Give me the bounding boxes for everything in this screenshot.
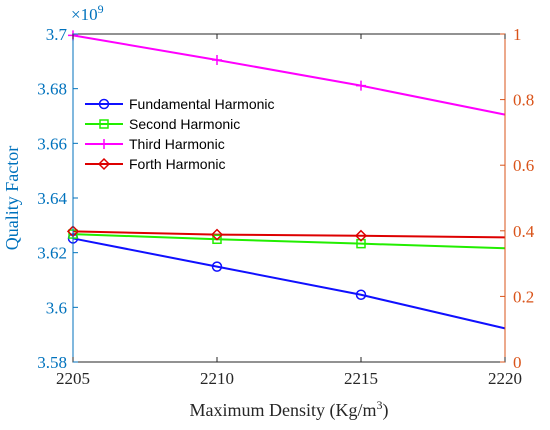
series-line-fundamental-harmonic — [72, 237, 506, 330]
series-line-second-harmonic — [72, 233, 506, 250]
legend-label-third-harmonic: Third Harmonic — [129, 136, 225, 152]
legend-marker-second-harmonic — [99, 119, 109, 129]
x-axis-label-main: Maximum Density (Kg/m — [190, 400, 377, 421]
y-tick-label-left: 3.62 — [37, 244, 67, 263]
data-point-forth-harmonic — [210, 228, 224, 241]
y-tick-label-left: 3.64 — [37, 189, 67, 208]
series-line-third-harmonic — [72, 34, 506, 116]
data-point-forth-harmonic — [354, 229, 368, 242]
y-tick-label-left: 3.6 — [46, 298, 67, 317]
x-axis-label-superscript: 3 — [377, 398, 383, 412]
legend-label-forth-harmonic: Forth Harmonic — [129, 156, 225, 172]
y-tick-label-right: 0.2 — [513, 287, 534, 306]
left-axis-exponent-base: ×10 — [71, 5, 98, 24]
x-tick-label: 2210 — [200, 369, 234, 388]
y-tick-label-right: 1 — [513, 25, 522, 44]
legend: Fundamental Harmonic Second Harmonic Third… — [85, 96, 275, 172]
data-point-fundamental-harmonic — [355, 289, 367, 301]
x-axis-label: Maximum Density (Kg/m3) — [190, 398, 389, 421]
series-line-forth-harmonic — [72, 230, 506, 239]
y-tick-label-left: 3.66 — [37, 134, 67, 153]
legend-label-second-harmonic: Second Harmonic — [129, 116, 240, 132]
x-tick-label: 2205 — [56, 369, 90, 388]
series-lines — [72, 34, 506, 330]
legend-label-fundamental-harmonic: Fundamental Harmonic — [129, 96, 275, 112]
data-point-fundamental-harmonic — [211, 261, 223, 272]
y-axis-label-left: Quality Factor — [2, 146, 22, 250]
data-point-second-harmonic — [212, 234, 222, 245]
y-tick-label-right: 0.4 — [513, 222, 535, 241]
x-axis-label-suffix: ) — [383, 400, 389, 421]
data-point-second-harmonic — [356, 238, 366, 249]
legend-marker-third-harmonic — [99, 139, 109, 149]
y-tick-label-left: 3.7 — [46, 25, 68, 44]
axis-ticks: 2205 2210 2215 2220 3.58 3.6 3.62 3.64 3.66 3.68 3… — [37, 25, 535, 388]
data-point-third-harmonic — [356, 80, 366, 91]
y-tick-label-right: 0 — [513, 353, 522, 372]
legend-marker-fundamental-harmonic — [98, 98, 110, 110]
legend-marker-forth-harmonic — [97, 157, 111, 171]
left-axis-exponent: ×109 — [71, 2, 104, 24]
y-tick-label-left: 3.58 — [37, 353, 67, 372]
x-tick-label: 2220 — [488, 369, 522, 388]
y-tick-label-left: 3.68 — [37, 80, 67, 99]
y-tick-label-right: 0.6 — [513, 156, 534, 175]
x-tick-label: 2215 — [344, 369, 378, 388]
y-tick-label-right: 0.8 — [513, 91, 534, 110]
data-point-third-harmonic — [212, 54, 222, 65]
left-axis-exponent-power: 9 — [98, 2, 104, 16]
